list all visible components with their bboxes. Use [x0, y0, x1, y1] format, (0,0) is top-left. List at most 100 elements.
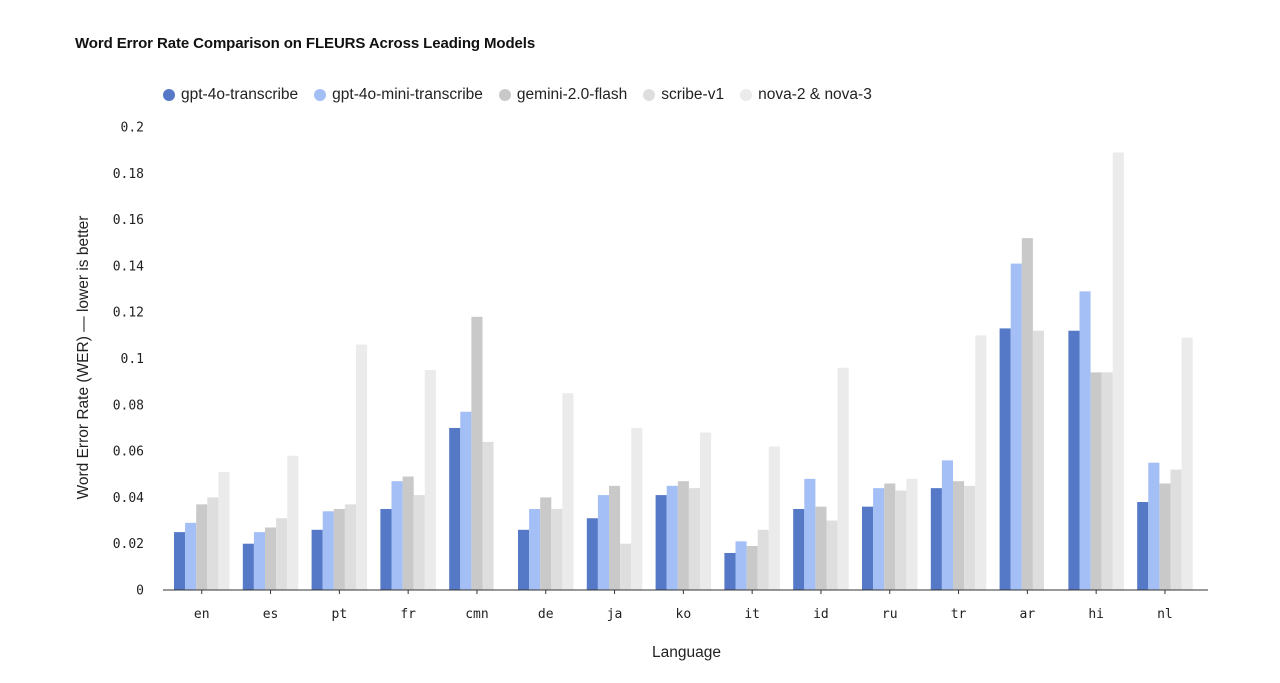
bar	[884, 483, 896, 590]
bar	[174, 532, 186, 591]
legend-label: scribe-v1	[661, 86, 725, 103]
legend-item: gpt-4o-mini-transcribe	[314, 86, 483, 104]
x-tick-label: es	[263, 607, 279, 622]
bar	[391, 481, 403, 590]
bar	[562, 393, 574, 590]
bar	[862, 506, 874, 590]
bar	[1112, 152, 1124, 590]
chart-legend: gpt-4o-transcribe gpt-4o-mini-transcribe g…	[163, 86, 888, 104]
x-tick-label: ru	[882, 607, 898, 622]
bar	[768, 446, 780, 590]
bar	[724, 552, 736, 590]
x-tick-label: ja	[607, 607, 623, 622]
bar	[975, 335, 987, 590]
bar	[586, 518, 598, 590]
x-tick-label: ar	[1020, 607, 1036, 622]
bar	[700, 432, 712, 590]
legend-label: nova-2 & nova-3	[758, 86, 872, 103]
x-tick-label: hi	[1088, 607, 1104, 622]
bar	[609, 485, 621, 590]
bar	[1137, 502, 1149, 590]
legend-swatch	[643, 89, 656, 101]
bar	[333, 508, 345, 590]
bar	[873, 488, 885, 590]
bar	[666, 485, 678, 590]
bar	[735, 541, 747, 590]
bar	[322, 511, 334, 590]
x-tick-label: ko	[676, 607, 692, 622]
bar	[540, 497, 552, 590]
bar	[218, 471, 230, 590]
bar	[837, 367, 849, 590]
x-tick-label: nl	[1157, 607, 1173, 622]
y-tick-label: 0	[136, 584, 144, 599]
bar	[265, 527, 277, 590]
chart-title: Word Error Rate Comparison on FLEURS Acr…	[75, 35, 536, 52]
x-tick-label: id	[813, 607, 829, 622]
bar	[196, 504, 208, 590]
legend-item: scribe-v1	[643, 86, 724, 104]
legend-item: gemini-2.0-flash	[498, 86, 628, 104]
bar	[688, 488, 700, 590]
bar	[413, 495, 425, 590]
bar	[826, 520, 838, 590]
legend-swatch	[740, 89, 753, 101]
bar	[344, 504, 356, 590]
legend-label: gemini-2.0-flash	[516, 86, 628, 103]
y-axis-title: Word Error Rate (WER) — lower is better	[75, 216, 92, 500]
y-tick-label: 0.1	[121, 352, 144, 367]
bar	[1148, 462, 1160, 590]
bar	[757, 529, 769, 590]
bar	[815, 506, 827, 590]
bar	[930, 488, 942, 590]
bar	[311, 529, 323, 590]
x-tick-label: en	[194, 607, 210, 622]
bar	[402, 476, 414, 590]
bar	[631, 427, 643, 590]
bar	[793, 508, 805, 590]
bar	[518, 529, 530, 590]
bar	[253, 532, 265, 591]
bar	[620, 543, 632, 590]
legend-swatch	[163, 89, 175, 101]
y-tick-label: 0.06	[113, 445, 144, 460]
legend-label: gpt-4o-mini-transcribe	[332, 86, 483, 103]
bar	[551, 508, 563, 590]
bar	[655, 495, 667, 590]
bar	[424, 370, 436, 590]
bar	[356, 344, 368, 590]
y-tick-label: 0.14	[113, 259, 144, 274]
y-tick-label: 0.12	[113, 306, 144, 321]
bar	[964, 485, 976, 590]
bar	[1032, 330, 1044, 590]
bar	[895, 490, 907, 590]
bar	[380, 508, 392, 590]
bar	[482, 441, 494, 590]
bar	[1021, 238, 1033, 590]
bar	[1159, 483, 1171, 590]
x-tick-label: it	[744, 607, 760, 622]
bar	[1090, 372, 1102, 590]
bar	[677, 481, 689, 590]
legend-label: gpt-4o-transcribe	[181, 86, 299, 103]
bar	[276, 518, 288, 590]
x-tick-label: fr	[400, 607, 416, 622]
y-tick-label: 0.04	[113, 491, 144, 506]
bar	[1101, 372, 1113, 590]
bar	[471, 316, 483, 590]
y-tick-label: 0.2	[121, 121, 144, 136]
x-tick-label: pt	[332, 607, 348, 622]
bar	[207, 497, 219, 590]
bar	[449, 427, 461, 590]
x-axis-title: Language	[652, 644, 721, 661]
bar	[242, 543, 254, 590]
bar	[953, 481, 965, 590]
bar	[1181, 337, 1193, 590]
legend-item: gpt-4o-transcribe	[163, 86, 298, 104]
bar	[1068, 330, 1080, 590]
bar	[906, 478, 918, 590]
bar	[999, 328, 1011, 590]
y-tick-label: 0.08	[113, 398, 144, 413]
y-tick-label: 0.02	[113, 537, 144, 552]
y-tick-label: 0.16	[113, 213, 144, 228]
